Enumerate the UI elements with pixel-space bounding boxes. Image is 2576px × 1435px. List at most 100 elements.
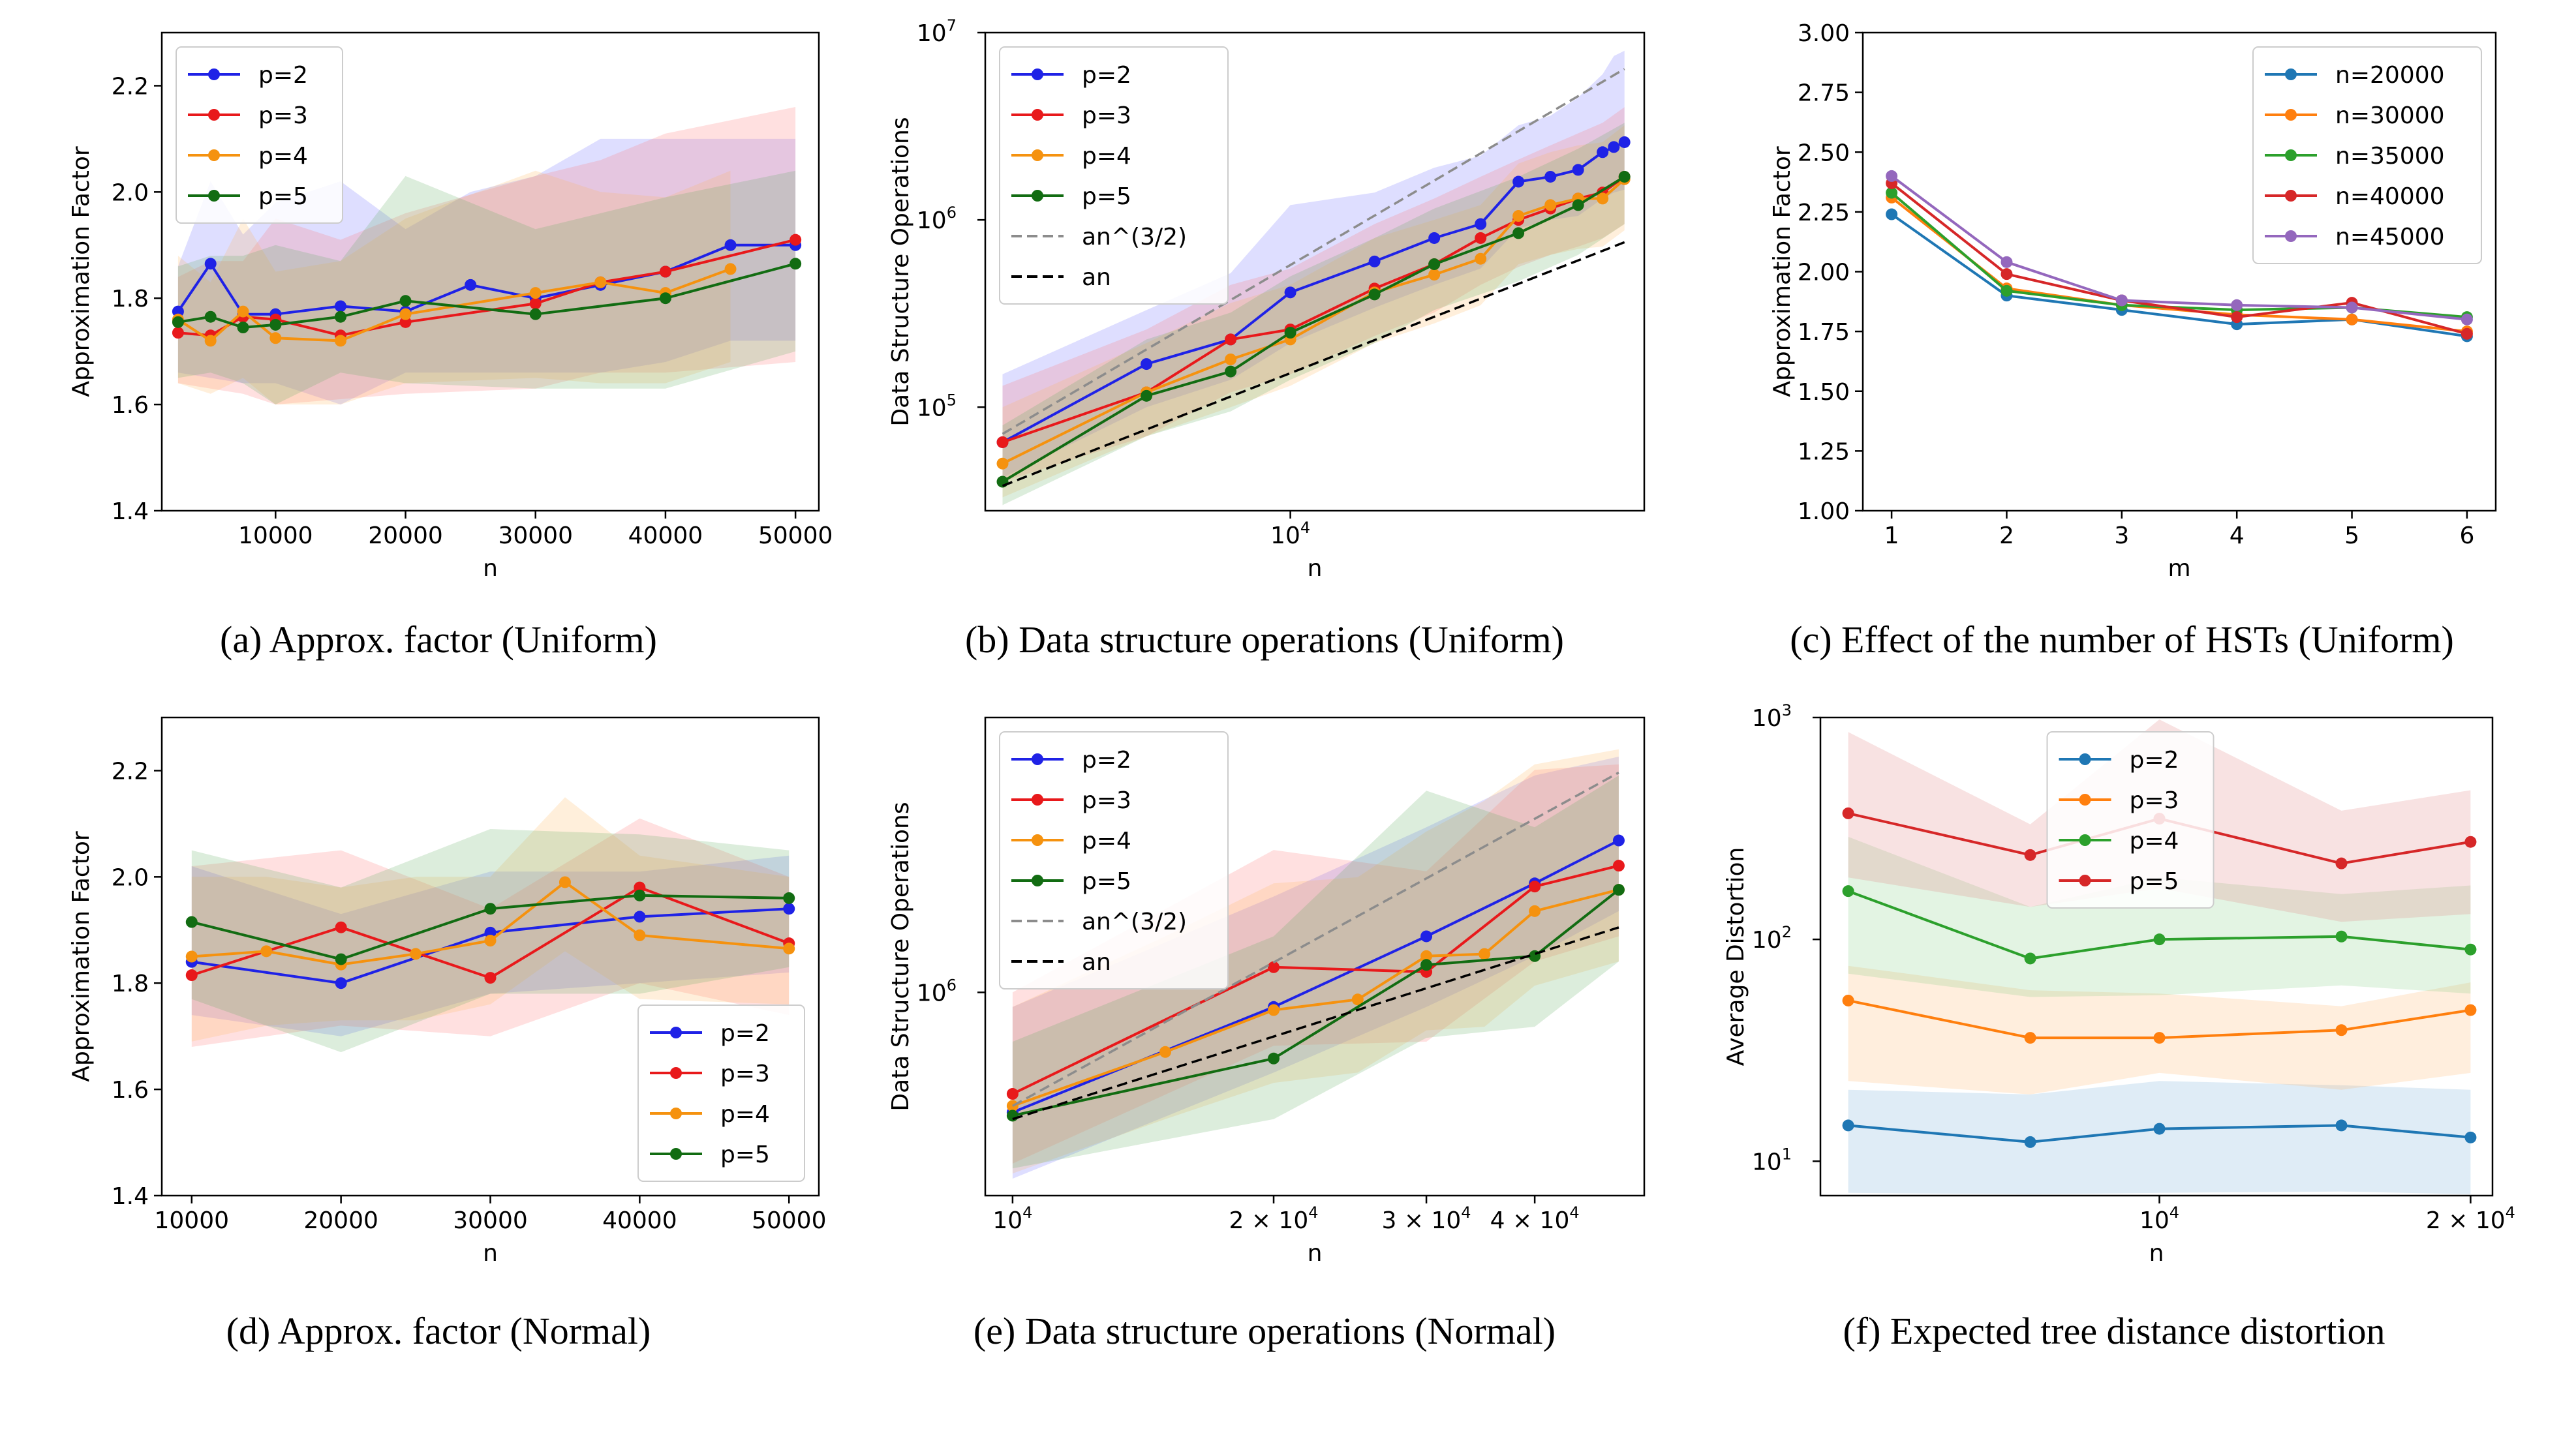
legend-marker-p=4	[1032, 834, 1043, 846]
data-point-p=5	[185, 916, 198, 928]
series-line-p=4	[1012, 888, 1619, 1108]
data-point-n=35000	[1886, 187, 1898, 199]
data-point-p=2	[2153, 1123, 2166, 1135]
data-point-p=5	[634, 889, 646, 901]
legend-marker-n=45000	[2285, 230, 2297, 242]
data-point-n=40000	[2461, 327, 2473, 340]
legend-label: p=2	[258, 62, 308, 89]
legend-label: p=5	[1082, 183, 1131, 210]
legend-marker-p=4	[208, 149, 220, 161]
data-point-p=3	[790, 234, 802, 246]
legend-label: p=4	[720, 1101, 770, 1128]
x-axis-label: n	[1308, 1240, 1323, 1267]
y-tick-label: 106	[917, 204, 957, 234]
axes-frame	[984, 716, 1646, 1197]
legend-label: p=4	[2130, 828, 2179, 854]
legend-marker-p=3	[1032, 109, 1043, 121]
legend-marker-p=5	[1032, 875, 1043, 886]
data-point-p=3	[1006, 1088, 1019, 1100]
data-point-p=3	[1475, 232, 1487, 244]
y-tick-label: 106	[917, 976, 957, 1006]
data-point-n=40000	[2231, 311, 2243, 324]
data-point-p=2	[334, 300, 346, 312]
legend-marker-p=2	[670, 1027, 682, 1038]
data-point-p=4	[484, 935, 497, 947]
data-point-p=3	[2464, 1004, 2477, 1016]
y-tick-label: 1.25	[1798, 438, 1850, 465]
data-point-p=2	[1141, 358, 1153, 370]
data-point-n=45000	[1886, 170, 1898, 182]
series-line-p=4	[177, 267, 731, 342]
legend: p=2 p=3 p=4 p=5 an^(3/2) an	[999, 46, 1229, 305]
legend-box	[999, 731, 1229, 989]
data-point-p=5	[1420, 959, 1433, 971]
data-point-p=4	[185, 950, 198, 963]
y-tick-label: 2.2	[112, 758, 149, 785]
legend: n=20000 n=30000 n=35000 n=40000 n=45000	[2252, 46, 2482, 264]
data-point-p=3	[529, 297, 542, 310]
y-tick-label: 1.6	[112, 392, 149, 419]
y-tick-label: 1.4	[112, 498, 149, 525]
x-tick-label: 5	[2344, 522, 2359, 549]
legend-marker-p=5	[2079, 875, 2091, 886]
data-point-n=45000	[2001, 256, 2013, 268]
y-tick-label: 1.00	[1798, 498, 1850, 525]
data-point-p=4	[2153, 933, 2166, 946]
data-point-p=4	[204, 335, 217, 347]
caption: (f) Expected tree distance distortion	[1843, 1310, 2385, 1352]
legend-label: p=3	[258, 102, 308, 129]
y-tick-label: 105	[917, 391, 957, 421]
data-point-p=4	[1475, 252, 1487, 265]
legend-label: p=5	[258, 183, 308, 210]
data-point-p=4	[410, 948, 422, 960]
legend-box	[2252, 46, 2482, 264]
legend-label: p=4	[258, 143, 308, 170]
data-point-p=4	[1351, 993, 1364, 1006]
legend-label: n=40000	[2335, 183, 2445, 210]
data-point-p=2	[2024, 1136, 2036, 1148]
data-point-p=3	[1529, 881, 1541, 893]
x-tick-label: 20000	[303, 1207, 378, 1234]
caption: (e) Data structure operations (Normal)	[974, 1310, 1556, 1352]
data-point-p=2	[1608, 141, 1620, 153]
data-point-p=2	[2335, 1119, 2348, 1132]
series-line-an^(3/2)	[1012, 771, 1619, 1108]
x-axis-label: n	[483, 555, 498, 582]
data-point-p=5	[529, 308, 542, 320]
legend-marker-p=2	[208, 68, 220, 80]
legend-marker-p=3	[670, 1067, 682, 1079]
series-line-p=2	[177, 243, 796, 316]
data-point-p=4	[1428, 269, 1441, 281]
data-point-p=3	[1612, 860, 1625, 872]
y-tick-exponent: 6	[947, 204, 957, 222]
data-point-p=2	[335, 977, 347, 989]
data-point-p=2	[724, 239, 737, 251]
y-axis-label: Approximation Factor	[1769, 146, 1796, 397]
data-point-p=2	[1842, 1119, 1854, 1132]
data-point-p=2	[783, 903, 795, 915]
series-line-an	[1012, 926, 1619, 1121]
legend-marker-p=4	[1032, 149, 1043, 161]
y-tick-label: 1.8	[112, 286, 149, 312]
y-tick-label: 2.0	[112, 179, 149, 206]
legend-marker-n=20000	[2285, 68, 2297, 80]
x-tick-label: 50000	[758, 522, 833, 549]
legend-marker-p=2	[1032, 68, 1043, 80]
legend: p=2 p=3 p=4 p=5 an^(3/2) an	[999, 731, 1229, 989]
data-point-p=3	[2335, 1024, 2348, 1036]
series-line-an	[1002, 241, 1625, 487]
x-tick-label: 104	[2139, 1203, 2179, 1234]
series-line-an^(3/2)	[1002, 68, 1625, 435]
data-point-p=5	[2024, 849, 2036, 861]
data-point-p=5	[1842, 807, 1854, 819]
data-point-p=3	[2024, 1032, 2036, 1044]
legend-label: an	[1082, 264, 1111, 291]
data-point-p=3	[1225, 333, 1237, 346]
data-point-p=4	[399, 308, 412, 320]
x-tick-exponent: 4	[1569, 1203, 1579, 1222]
legend-label: n=30000	[2335, 102, 2445, 129]
x-tick-label: 30000	[498, 522, 573, 549]
caption: (b) Data structure operations (Uniform)	[965, 618, 1564, 661]
data-point-p=5	[1612, 884, 1625, 896]
data-point-p=4	[1479, 948, 1491, 960]
